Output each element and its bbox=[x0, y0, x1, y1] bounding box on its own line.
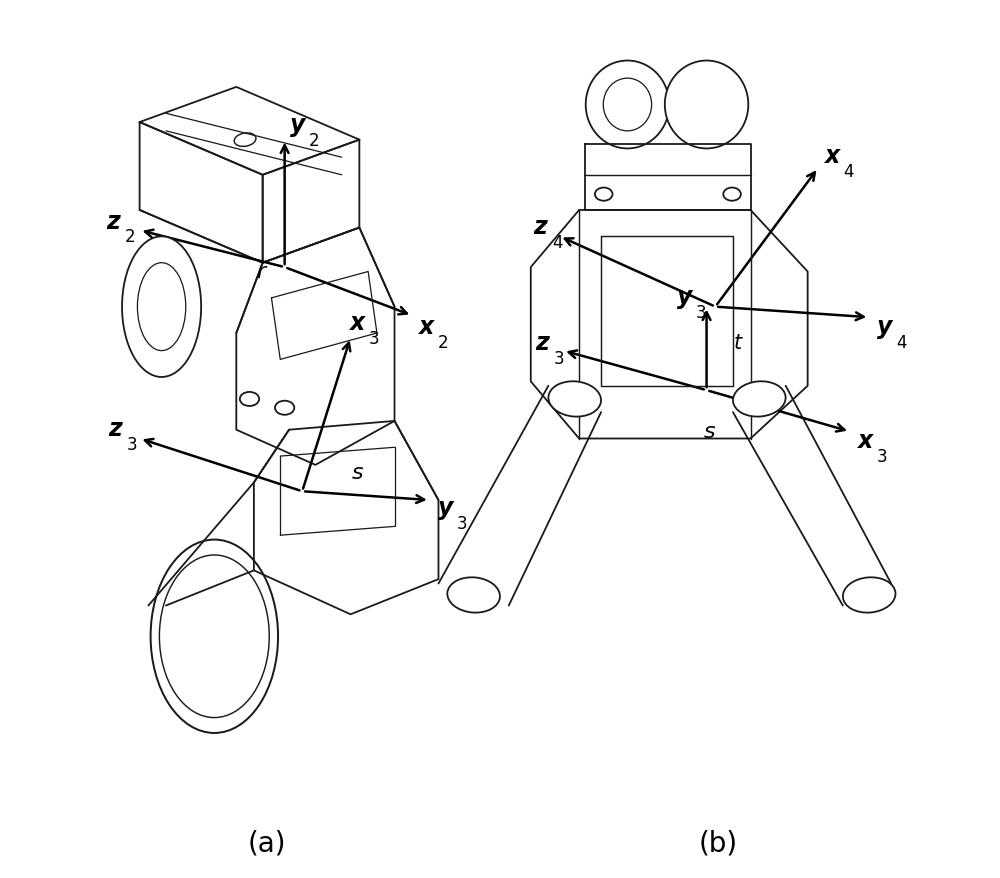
Text: 3: 3 bbox=[554, 349, 564, 367]
Text: 3: 3 bbox=[369, 330, 380, 348]
Ellipse shape bbox=[665, 61, 748, 149]
Text: y: y bbox=[438, 495, 453, 520]
Text: 2: 2 bbox=[438, 334, 448, 351]
Ellipse shape bbox=[586, 61, 669, 149]
Text: x: x bbox=[419, 314, 434, 339]
Text: (a): (a) bbox=[248, 829, 286, 857]
Text: r: r bbox=[256, 263, 265, 282]
Text: y: y bbox=[877, 314, 893, 339]
Text: 3: 3 bbox=[696, 304, 707, 321]
Ellipse shape bbox=[122, 237, 201, 378]
Text: 4: 4 bbox=[896, 334, 907, 351]
Text: z: z bbox=[106, 209, 120, 234]
Ellipse shape bbox=[548, 382, 601, 417]
Text: 3: 3 bbox=[877, 448, 888, 465]
Text: y: y bbox=[290, 112, 306, 137]
Ellipse shape bbox=[843, 578, 895, 613]
Text: z: z bbox=[108, 416, 122, 441]
Text: s: s bbox=[352, 463, 363, 482]
Text: 2: 2 bbox=[309, 132, 320, 149]
Text: 3: 3 bbox=[126, 435, 137, 453]
Text: z: z bbox=[535, 330, 549, 355]
Text: 3: 3 bbox=[457, 515, 468, 532]
Text: t: t bbox=[733, 333, 741, 352]
Ellipse shape bbox=[151, 540, 278, 733]
Text: 4: 4 bbox=[552, 234, 562, 251]
Text: s: s bbox=[703, 422, 715, 442]
Text: x: x bbox=[350, 311, 365, 335]
Text: x: x bbox=[825, 144, 840, 169]
Ellipse shape bbox=[733, 382, 786, 417]
Text: (b): (b) bbox=[698, 829, 738, 857]
Text: x: x bbox=[858, 428, 873, 453]
Text: z: z bbox=[534, 214, 547, 239]
Text: 4: 4 bbox=[844, 163, 854, 181]
Ellipse shape bbox=[447, 578, 500, 613]
Text: y: y bbox=[677, 284, 692, 309]
Text: 2: 2 bbox=[125, 228, 135, 246]
